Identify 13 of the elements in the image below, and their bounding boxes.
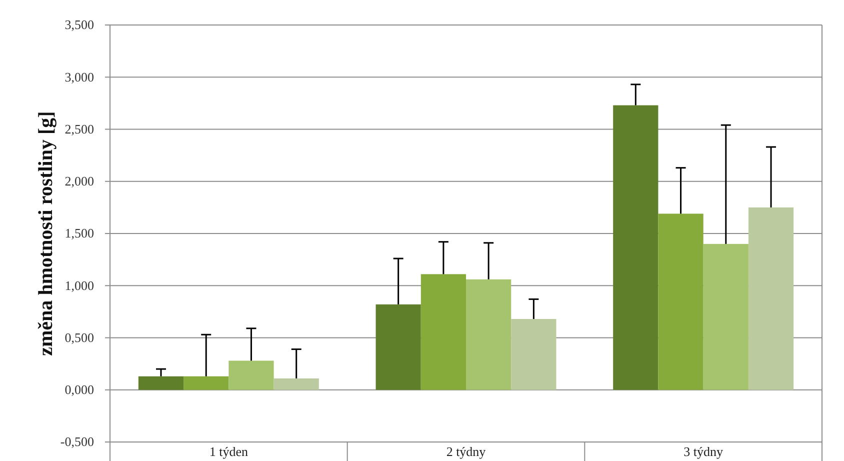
x-tick-label: 3 týdny (684, 444, 724, 459)
y-tick-label: 3,000 (64, 69, 94, 84)
y-tick-label: 1,000 (64, 278, 94, 293)
x-tick-label: 1 týden (209, 444, 248, 459)
y-tick-label: 2,500 (64, 121, 94, 136)
y-tick-label: 3,500 (64, 17, 94, 32)
x-tick-label: 2 týdny (446, 444, 486, 459)
y-tick-label: 1,500 (64, 226, 94, 241)
y-axis-title: změna hmotnosti rostliny [g] (35, 111, 57, 356)
y-tick-label: 0,500 (64, 330, 94, 345)
y-tick-label: -0,500 (60, 434, 94, 450)
y-tick-label: 2,000 (64, 174, 94, 189)
y-tick-label: 0,000 (64, 382, 94, 398)
